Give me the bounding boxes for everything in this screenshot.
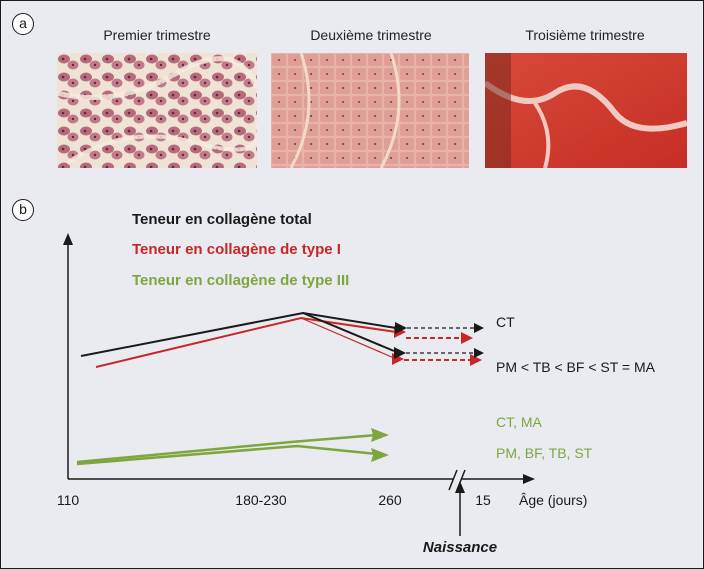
type-1-branch-lower — [300, 317, 395, 359]
axis-break-gap — [453, 473, 461, 485]
birth-label: Naissance — [423, 539, 497, 556]
histology-image-third-trimester — [485, 53, 687, 168]
panel-a-letter: a — [12, 13, 34, 35]
total-dashed-arrow-upper — [474, 323, 484, 333]
x-tick-15: 15 — [475, 492, 491, 508]
type-3-line-lower — [76, 444, 378, 466]
type-1-dashed-arrow-lower — [470, 354, 482, 366]
total-branch-lower — [302, 312, 395, 352]
x-tick-110: 110 — [57, 492, 80, 508]
histology-image-second-trimester — [271, 53, 469, 168]
axis-break-mark-1 — [448, 469, 458, 491]
type-3-line-upper — [76, 433, 378, 464]
total-dashed-arrow-lower — [474, 348, 484, 358]
x-axis-arrow — [523, 474, 535, 484]
label-other-muscles: PM, BF, TB, ST — [496, 445, 593, 461]
total-arrow-lower — [394, 347, 406, 359]
legend-type-1: Teneur en collagène de type I — [132, 241, 341, 258]
legend-type-3: Teneur en collagène de type III — [132, 272, 349, 289]
photo-title-first: Premier trimestre — [103, 27, 211, 43]
type-3-arrow-upper — [371, 428, 389, 442]
total-line — [80, 311, 397, 357]
label-ct-ma: CT, MA — [496, 414, 543, 430]
birth-arrow-head — [455, 481, 465, 493]
panel-b-letter: b — [12, 199, 34, 221]
y-axis-arrow — [63, 233, 73, 245]
x-tick-260: 260 — [378, 492, 402, 508]
panel-b-letter-text: b — [19, 201, 27, 217]
type-1-line — [95, 316, 397, 368]
label-ct: CT — [496, 314, 515, 330]
histology-image-first-trimester — [57, 53, 257, 168]
photo-title-third: Troisième trimestre — [525, 27, 645, 43]
legend-total: Teneur en collagène total — [132, 211, 312, 228]
x-axis-label: Âge (jours) — [519, 492, 587, 508]
label-muscle-order: PM < TB < BF < ST = MA — [496, 359, 656, 375]
total-arrow-upper — [395, 322, 407, 334]
type-3-arrow-lower — [371, 448, 389, 462]
type-1-dashed-arrow-upper — [461, 332, 473, 344]
photo-title-second: Deuxième trimestre — [310, 27, 432, 43]
x-tick-180-230: 180-230 — [235, 492, 287, 508]
panel-a-letter-text: a — [19, 15, 27, 31]
